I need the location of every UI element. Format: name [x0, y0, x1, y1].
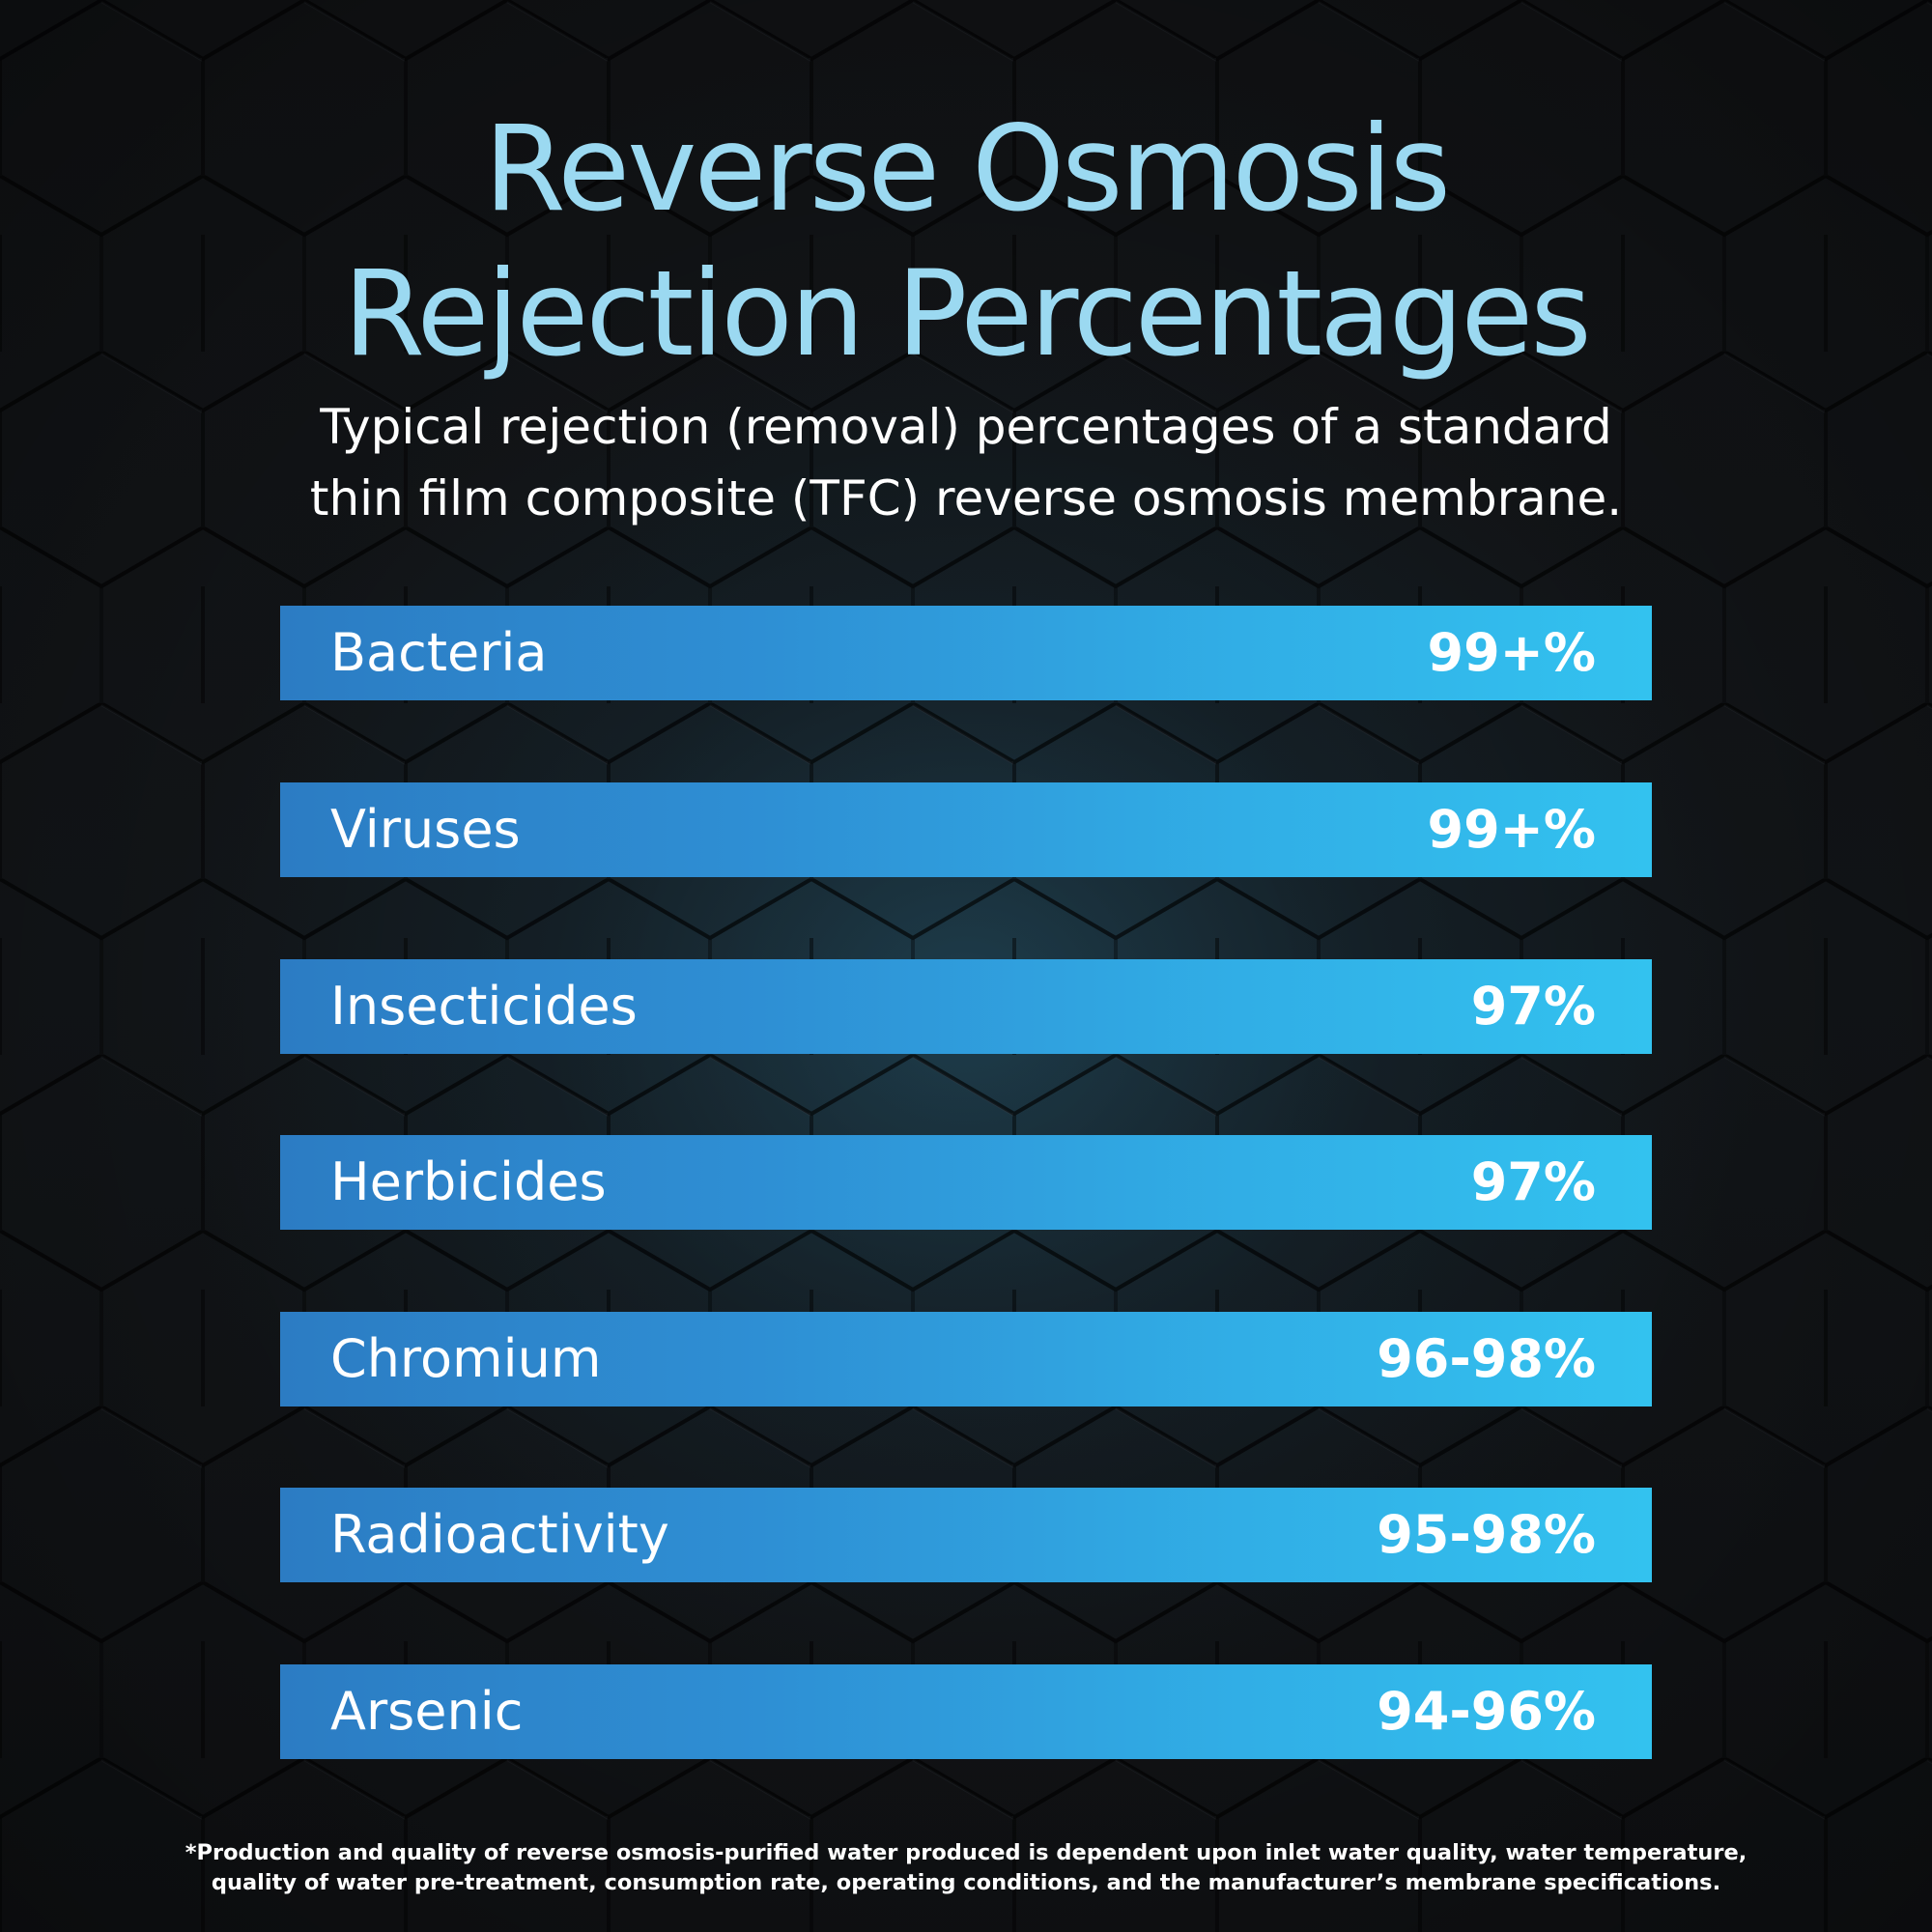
footnote-line-2: quality of water pre-treatment, consumpt… — [211, 1870, 1721, 1895]
row-label: Radioactivity — [330, 1504, 669, 1565]
footnote-line-1: *Production and quality of reverse osmos… — [185, 1840, 1747, 1865]
title-line-2: Rejection Percentages — [343, 245, 1592, 383]
row-label: Herbicides — [330, 1151, 607, 1212]
rejection-row-herbicides: Herbicides 97% — [280, 1135, 1652, 1230]
subtitle-line-2: thin film composite (TFC) reverse osmosi… — [309, 470, 1623, 526]
row-label: Bacteria — [330, 622, 548, 683]
rejection-row-radioactivity: Radioactivity 95-98% — [280, 1488, 1652, 1582]
rejection-row-arsenic: Arsenic 94-96% — [280, 1664, 1652, 1759]
rejection-row-chromium: Chromium 96-98% — [280, 1312, 1652, 1406]
row-percentage: 99+% — [1427, 799, 1597, 860]
rejection-row-bacteria: Bacteria 99+% — [280, 606, 1652, 700]
title-line-1: Reverse Osmosis — [483, 100, 1451, 238]
row-percentage: 97% — [1470, 1151, 1596, 1212]
row-label: Viruses — [330, 799, 521, 860]
subtitle-line-1: Typical rejection (removal) percentages … — [320, 399, 1612, 455]
rejection-row-viruses: Viruses 99+% — [280, 782, 1652, 877]
row-percentage: 95-98% — [1377, 1504, 1596, 1565]
row-label: Insecticides — [330, 976, 638, 1037]
row-percentage: 94-96% — [1377, 1681, 1596, 1742]
row-percentage: 97% — [1470, 976, 1596, 1037]
rejection-row-insecticides: Insecticides 97% — [280, 959, 1652, 1054]
row-percentage: 99+% — [1427, 622, 1597, 683]
row-percentage: 96-98% — [1377, 1328, 1596, 1389]
row-label: Arsenic — [330, 1681, 524, 1742]
row-label: Chromium — [330, 1328, 602, 1389]
